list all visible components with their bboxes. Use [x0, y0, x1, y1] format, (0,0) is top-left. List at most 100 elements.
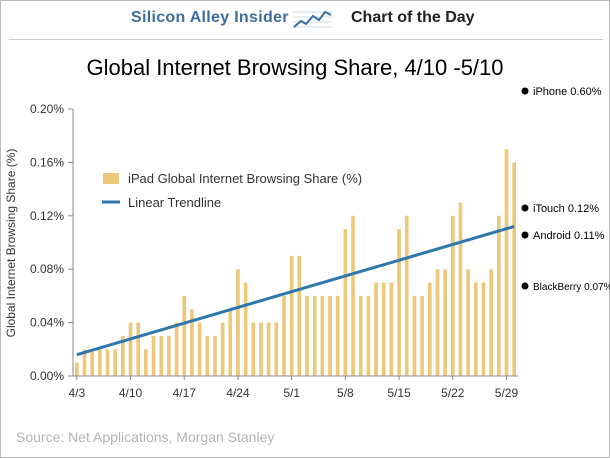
annotation-label: BlackBerry 0.07%	[533, 282, 610, 293]
bar	[74, 362, 79, 376]
bar	[466, 269, 470, 376]
bar	[174, 322, 179, 376]
bar	[220, 322, 225, 376]
annotation-dot	[521, 231, 529, 239]
bar	[458, 202, 463, 376]
legend: iPad Global Internet Browsing Share (%) L…	[102, 171, 362, 210]
x-tick-label: 5/22	[441, 386, 465, 400]
bar	[128, 322, 133, 376]
x-tick-label: 5/29	[495, 386, 519, 400]
source-note: Source: Net Applications, Morgan Stanley	[16, 429, 275, 445]
bar-series	[74, 149, 516, 376]
annotation-label: Android 0.11%	[533, 230, 605, 242]
x-tick-label: 5/8	[337, 386, 354, 400]
bar	[489, 269, 493, 376]
header-bar: Silicon Alley Insider Chart of the Day	[1, 1, 609, 37]
bar	[289, 255, 294, 376]
x-tick-label: 4/10	[119, 386, 143, 400]
bar	[167, 335, 171, 376]
bar	[205, 335, 210, 376]
y-tick-label: 0.12%	[30, 209, 64, 223]
y-tick-label: 0.00%	[30, 369, 64, 383]
axis-lines	[72, 109, 518, 377]
header-divider	[9, 39, 603, 40]
bar	[90, 349, 95, 376]
bar	[435, 269, 440, 376]
legend-swatch-bar	[103, 173, 119, 184]
x-tick-label: 5/1	[283, 386, 300, 400]
bar	[397, 229, 401, 376]
bar	[427, 282, 432, 376]
bar	[374, 282, 378, 376]
annotation-label: iPhone 0.60%	[533, 86, 602, 98]
bar	[443, 269, 447, 376]
bar	[213, 335, 217, 376]
x-tick-label: 5/15	[387, 386, 411, 400]
legend-label-trend: Linear Trendline	[128, 195, 221, 210]
bar	[320, 295, 325, 376]
bar	[312, 295, 317, 376]
bar	[297, 255, 302, 376]
bar	[144, 349, 148, 376]
bar	[496, 215, 501, 376]
trend-logo-icon	[291, 6, 335, 32]
bar	[358, 295, 363, 376]
bar	[105, 349, 110, 376]
bar	[343, 229, 348, 376]
bar	[136, 322, 141, 376]
bar	[504, 149, 509, 376]
bar	[151, 335, 156, 376]
bar	[274, 322, 279, 376]
y-tick-label: 0.04%	[30, 316, 64, 330]
bar	[121, 335, 125, 376]
bar	[282, 295, 286, 376]
bar	[159, 335, 164, 376]
x-tick-label: 4/3	[68, 386, 85, 400]
chart-title: Global Internet Browsing Share, 4/10 -5/…	[86, 55, 503, 80]
y-tick-label: 0.20%	[30, 102, 64, 116]
bar	[481, 282, 486, 376]
legend-label-bar: iPad Global Internet Browsing Share (%)	[128, 171, 362, 186]
bar	[450, 215, 455, 376]
y-tick-label: 0.08%	[30, 262, 64, 276]
bar	[420, 295, 424, 376]
bar	[328, 295, 332, 376]
bar	[305, 295, 309, 376]
bar	[412, 295, 417, 376]
brand-name: Silicon Alley Insider	[131, 9, 289, 26]
bar	[381, 282, 386, 376]
bar	[512, 162, 516, 376]
x-tick-label: 4/24	[226, 386, 250, 400]
trendline-series	[76, 225, 515, 357]
bar	[228, 309, 233, 376]
y-axis: 0.00% 0.04% 0.08% 0.12% 0.16% 0.20%	[30, 102, 73, 383]
annotation-dot	[521, 204, 529, 212]
bar	[98, 349, 102, 376]
trendline	[76, 225, 515, 357]
bar	[366, 295, 371, 376]
annotation-label: iTouch 0.12%	[533, 203, 599, 215]
bar	[197, 322, 202, 376]
bar	[82, 349, 87, 376]
bar	[404, 215, 409, 376]
bar	[335, 295, 340, 376]
y-tick-label: 0.16%	[30, 155, 64, 169]
bar	[259, 322, 263, 376]
bar	[182, 295, 187, 376]
bar	[473, 282, 478, 376]
x-tick-label: 4/17	[173, 386, 197, 400]
bar	[236, 269, 240, 376]
x-axis: 4/3 4/10 4/17 4/24 5/1 5/8 5/15 5/22 5/29	[68, 376, 518, 400]
annotation-dot	[521, 282, 529, 290]
y-axis-label: Global Internet Browsing Share (%)	[4, 149, 18, 338]
bar	[113, 349, 118, 376]
bar	[251, 322, 256, 376]
annotations: iPhone 0.60% iTouch 0.12% Android 0.11% Bla…	[521, 86, 610, 293]
section-title: Chart of the Day	[351, 9, 475, 26]
annotation-dot	[521, 87, 529, 95]
bar	[190, 309, 194, 376]
bar	[351, 215, 355, 376]
bar	[243, 282, 248, 376]
bar	[389, 282, 394, 376]
